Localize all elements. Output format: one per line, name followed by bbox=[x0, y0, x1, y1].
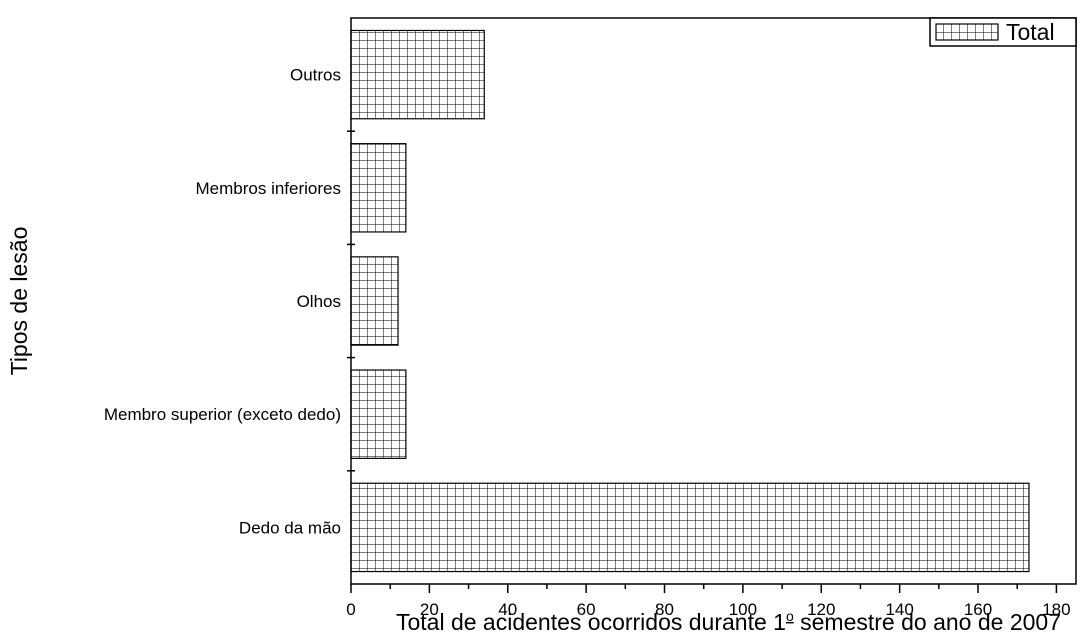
x-axis-title-superscript: o bbox=[786, 608, 794, 624]
bar bbox=[350, 256, 399, 346]
bar bbox=[350, 369, 407, 459]
y-tick-label: Membro superior (exceto dedo) bbox=[104, 405, 341, 424]
x-axis-title-rest: semestre do ano de 2007 bbox=[794, 609, 1061, 635]
x-tick-label: 60 bbox=[577, 600, 596, 619]
plot-frame bbox=[350, 17, 1077, 585]
x-tick-label: 120 bbox=[807, 600, 835, 619]
y-axis: Dedo da mão Membro superior (exceto dedo)… bbox=[104, 66, 355, 537]
legend-label: Total bbox=[1006, 19, 1055, 45]
y-tick-label: Olhos bbox=[297, 292, 341, 311]
x-tick-label: 160 bbox=[964, 600, 992, 619]
x-tick-label: 180 bbox=[1042, 600, 1070, 619]
x-tick-label: 20 bbox=[420, 600, 439, 619]
x-tick-label: 80 bbox=[655, 600, 674, 619]
x-axis-title-main: Total de acidentes ocorridos durante 1 bbox=[396, 609, 786, 635]
x-tick-label: 100 bbox=[729, 600, 757, 619]
bar bbox=[350, 482, 1030, 573]
bar bbox=[350, 143, 407, 233]
y-tick-label: Outros bbox=[290, 66, 341, 85]
x-tick-label: 0 bbox=[346, 600, 355, 619]
x-tick-label: 40 bbox=[498, 600, 517, 619]
legend: Total bbox=[929, 17, 1077, 47]
x-axis-title: Total de acidentes ocorridos durante 1o … bbox=[396, 608, 1061, 635]
legend-swatch bbox=[935, 23, 999, 41]
bars-layer bbox=[350, 29, 1030, 573]
y-axis-title: Tipos de lesão bbox=[6, 227, 32, 376]
y-tick-label: Dedo da mão bbox=[239, 518, 341, 537]
bar bbox=[350, 29, 485, 120]
y-tick-label: Membros inferiores bbox=[196, 179, 342, 198]
x-tick-label: 140 bbox=[885, 600, 913, 619]
x-axis: 0 20 40 60 80 100 120 140 160 180 bbox=[346, 584, 1071, 619]
